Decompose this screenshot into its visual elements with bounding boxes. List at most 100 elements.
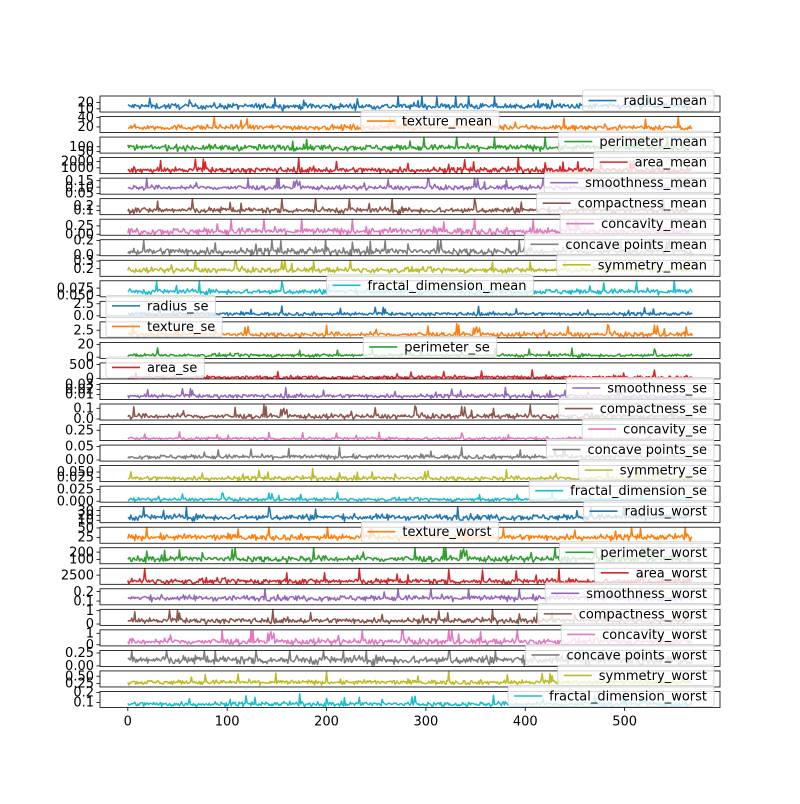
legend-label: concave points_se (588, 443, 707, 458)
legend-label: fractal_dimension_se (570, 484, 707, 499)
y-tick-label: 0.025 (57, 483, 94, 498)
y-tick-label: 0.000 (57, 494, 94, 509)
subplot-frame (99, 567, 721, 585)
legend-label: smoothness_mean (585, 176, 707, 191)
subplot-frame (99, 691, 721, 708)
subplot-symmetry_mean: 0.20.3 symmetry_mean (73, 253, 721, 277)
legend-label: concavity_worst (602, 628, 707, 643)
y-tick-label: 0.00 (65, 227, 94, 242)
legend-label: concave points_mean (565, 238, 707, 253)
y-tick-label: 1 (86, 627, 94, 642)
x-tick-label: 100 (215, 715, 240, 730)
y-tick-label: 0.15 (65, 174, 94, 189)
subplot-frame (99, 177, 721, 195)
y-tick-label: 200 (69, 545, 94, 560)
subplot-compactness_se: 0.00.1 compactness_se (73, 397, 721, 427)
legend-box (582, 89, 715, 112)
y-tick-label: 2.5 (73, 323, 94, 338)
y-tick-label: 0.05 (65, 440, 94, 455)
y-tick-label: 0.3 (73, 254, 94, 269)
legend-box (556, 253, 715, 276)
legend-box (326, 274, 534, 297)
subplot-frame (99, 198, 721, 216)
y-tick-label: 0.2 (73, 262, 94, 277)
legend-label: perimeter_se (404, 340, 490, 355)
subplot-frame (99, 424, 721, 441)
y-tick-label: 1000 (61, 161, 94, 176)
subplot-frame (99, 383, 721, 400)
legend-box (360, 520, 500, 543)
y-tick-label: 20 (77, 96, 94, 111)
legend-label: concavity_mean (601, 217, 707, 232)
y-tick-label: 0 (86, 638, 94, 653)
y-tick-label: 100 (69, 553, 94, 568)
subplot-texture_se: 2.5 texture_se (73, 315, 721, 338)
y-tick-label: 2.5 (73, 297, 94, 312)
legend-label: perimeter_mean (599, 135, 707, 150)
y-tick-label: 2000 (61, 155, 94, 170)
y-tick-label: 30 (77, 504, 94, 519)
y-tick-label: 0.050 (57, 289, 94, 304)
y-tick-label: 0.0 (73, 248, 94, 263)
legend-label: radius_se (147, 299, 208, 314)
y-tick-label: 0.00 (65, 453, 94, 468)
legend-label: symmetry_mean (598, 258, 707, 273)
y-tick-label: 0.050 (57, 465, 94, 480)
legend-label: texture_worst (402, 525, 491, 540)
subplot-frame (99, 588, 721, 606)
subplot-frame (99, 157, 721, 175)
y-tick-label: 0.2 (73, 585, 94, 600)
subplot-frame (99, 629, 721, 647)
legend-label: smoothness_worst (586, 587, 707, 602)
subplot-compactness_mean: 0.10.2 compactness_mean (73, 192, 721, 219)
y-tick-label: 0.25 (65, 423, 94, 438)
subplot-radius_se: 0.02.5 radius_se (73, 294, 721, 324)
subplot-frame (99, 403, 721, 421)
y-tick-label: 20 (77, 120, 94, 135)
y-tick-label: 0.025 (57, 471, 94, 486)
y-tick-label: 0.1 (73, 594, 94, 609)
y-tick-label: 0.25 (65, 677, 94, 692)
legend-label: concavity_se (623, 423, 707, 438)
y-tick-label: 1 (86, 604, 94, 619)
y-tick-label: 50 (77, 521, 94, 536)
legend-label: concave points_worst (566, 648, 707, 663)
subplot-concavity_mean: 0.000.25 concavity_mean (65, 212, 721, 242)
subplot-frame (99, 547, 721, 565)
y-tick-label: 0.25 (65, 646, 94, 661)
y-tick-label: 0.2 (73, 199, 94, 214)
legend-label: symmetry_se (620, 464, 707, 479)
legend-label: fractal_dimension_mean (368, 279, 527, 294)
y-tick-label: 20 (77, 509, 94, 524)
legend-label: symmetry_worst (599, 669, 707, 684)
x-tick-label: 0 (124, 715, 132, 730)
series-line (127, 305, 693, 317)
subplot-smoothness_worst: 0.10.2 smoothness_worst (73, 582, 721, 609)
y-tick-label: 0.01 (65, 388, 94, 403)
subplot-perimeter_se: 020 perimeter_se (77, 336, 721, 365)
y-tick-label: 50 (77, 145, 94, 160)
subplot-frame (99, 608, 721, 626)
legend-box (583, 500, 715, 523)
subplot-compactness_worst: 01 compactness_worst (86, 602, 721, 632)
subplot-symmetry_worst: 0.250.50 symmetry_worst (65, 664, 721, 692)
y-tick-label: 0 (86, 350, 94, 365)
legend-label: compactness_worst (579, 607, 707, 622)
subplot-smoothness_se: 0.010.020.03 smoothness_se (65, 377, 721, 403)
y-tick-label: 40 (77, 111, 94, 126)
subplot-frame (99, 136, 721, 154)
subplot-frame (99, 485, 721, 503)
y-tick-label: 0.00 (65, 659, 94, 674)
y-tick-label: 10 (77, 513, 94, 528)
legend-label: perimeter_worst (600, 546, 707, 561)
y-tick-label: 0.02 (65, 383, 94, 398)
legend-box (105, 315, 223, 338)
subplot-frame (99, 218, 721, 236)
subplot-concave-points_worst: 0.000.25 concave points_worst (65, 644, 721, 674)
